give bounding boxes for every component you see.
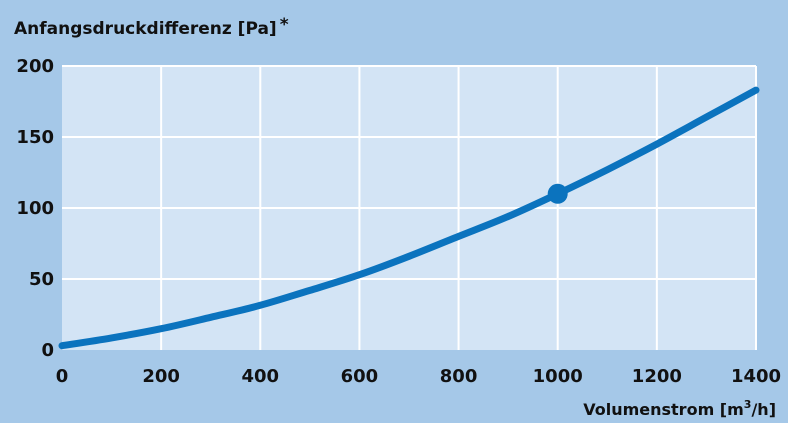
y-tick-label: 150: [16, 127, 54, 148]
grid: [62, 65, 757, 350]
x-tick-label: 1200: [632, 366, 682, 387]
x-tick-label: 1400: [731, 366, 781, 387]
tick-labels: 0 50 100 150 200 0 200 400 600 800 1000 1200 1400: [16, 56, 781, 387]
x-tick-label: 800: [440, 366, 478, 387]
y-tick-label: 200: [16, 56, 54, 77]
y-tick-label: 0: [41, 340, 54, 361]
highlight-point: [547, 183, 568, 204]
series-line: [58, 86, 760, 350]
y-tick-label: 50: [29, 269, 54, 290]
x-tick-label: 400: [241, 366, 279, 387]
x-tick-label: 1000: [533, 366, 583, 387]
x-tick-label: 600: [341, 366, 379, 387]
x-tick-label: 200: [142, 366, 180, 387]
x-axis-label: Volumenstrom [m3/h]: [583, 398, 776, 419]
y-axis-label: Anfangsdruckdifferenz [Pa] *: [14, 15, 289, 39]
series: [58, 86, 760, 350]
y-tick-label: 100: [16, 198, 54, 219]
x-axis-label-superscript: 3: [744, 398, 752, 411]
y-axis-label-asterisk: *: [280, 15, 289, 35]
x-tick-label: 0: [56, 366, 69, 387]
